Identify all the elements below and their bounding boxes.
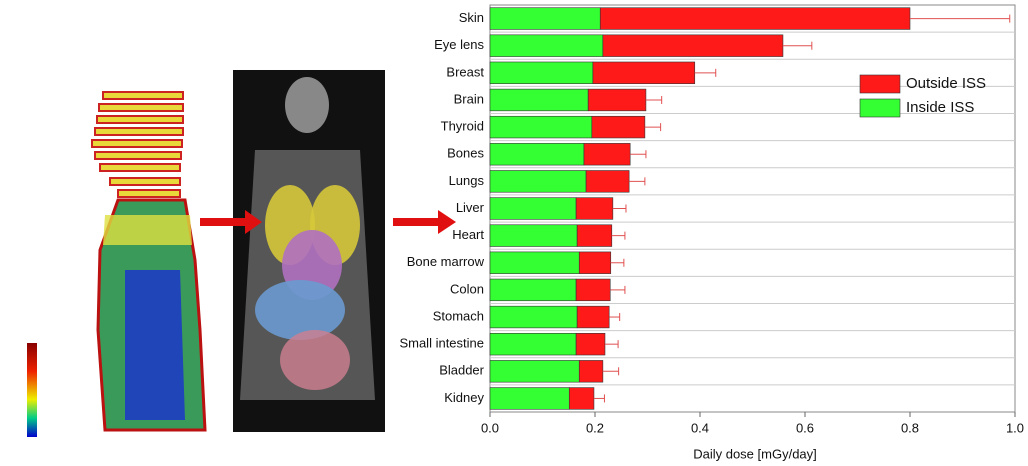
bar-segment <box>490 8 600 30</box>
bar-segment <box>592 116 645 138</box>
legend-label: Inside ISS <box>906 99 974 116</box>
phantom <box>233 70 385 432</box>
y-tick-label: Stomach <box>433 308 484 323</box>
legend-swatch <box>860 75 900 93</box>
bar-segment <box>603 35 783 57</box>
y-tick-label: Bones <box>447 146 484 161</box>
bar-segment <box>490 171 586 193</box>
bar-segment <box>490 116 592 138</box>
bar-segment <box>577 306 609 328</box>
bar-segment <box>577 225 612 247</box>
bar-segment <box>576 333 605 355</box>
y-tick-label: Kidney <box>444 390 484 405</box>
figure: Daily dose [mGy/day] 0.0 0.2 0.4 0.6 0.8 1.0 S… <box>0 0 1028 466</box>
bar-segment <box>490 279 576 301</box>
y-tick-label: Colon <box>450 281 484 296</box>
bar-segment <box>588 89 646 111</box>
bar-segment <box>490 360 579 382</box>
y-tick-label: Thyroid <box>441 119 484 134</box>
y-tick-label: Breast <box>446 64 484 79</box>
bar-segment <box>569 388 594 410</box>
bar-segment <box>490 62 593 84</box>
dose-map <box>92 92 205 430</box>
colorbar <box>27 343 37 437</box>
x-tick-label: 1.0 <box>1006 420 1024 435</box>
y-tick-label: Lungs <box>449 173 485 188</box>
x-tick-label: 0.2 <box>586 420 604 435</box>
bar-segment <box>490 143 584 165</box>
legend-label: Outside ISS <box>906 75 986 92</box>
x-tick-label: 0.8 <box>901 420 919 435</box>
bar-segment <box>576 279 610 301</box>
x-tick-label: 0.4 <box>691 420 709 435</box>
y-tick-label: Eye lens <box>434 37 484 52</box>
bar-segment <box>490 225 577 247</box>
bar-segment <box>579 252 611 274</box>
bar-segment <box>579 360 603 382</box>
bar-segment <box>490 333 576 355</box>
y-tick-label: Brain <box>454 91 484 106</box>
bar-segment <box>576 198 613 220</box>
bar-segment <box>490 198 576 220</box>
y-tick-label: Bladder <box>439 363 484 378</box>
bar-segment <box>584 143 630 165</box>
y-tick-label: Bone marrow <box>407 254 485 269</box>
legend-swatch <box>860 99 900 117</box>
x-tick-label: 0.6 <box>796 420 814 435</box>
bar-segment <box>490 306 577 328</box>
bar-segment <box>490 252 579 274</box>
y-tick-label: Liver <box>456 200 485 215</box>
bar-segment <box>600 8 910 30</box>
bar-segment <box>490 388 569 410</box>
x-axis-label: Daily dose [mGy/day] <box>693 446 817 461</box>
y-tick-label: Small intestine <box>399 336 484 351</box>
x-tick-label: 0.0 <box>481 420 499 435</box>
y-tick-label: Skin <box>459 10 484 25</box>
bar-segment <box>586 171 629 193</box>
y-tick-label: Heart <box>452 227 484 242</box>
bar-segment <box>490 35 603 57</box>
bar-segment <box>490 89 588 111</box>
bar-segment <box>593 62 695 84</box>
